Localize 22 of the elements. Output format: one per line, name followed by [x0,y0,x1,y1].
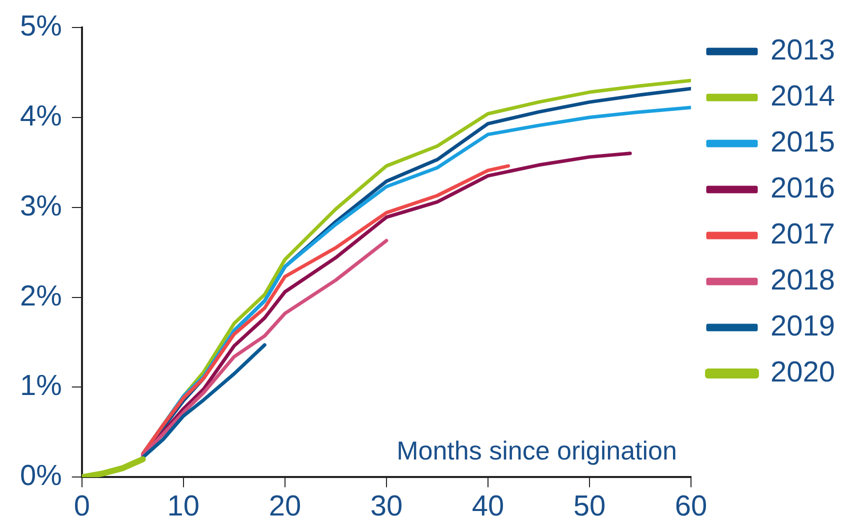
y-tick-label: 3% [20,190,62,222]
x-tick-label: 30 [370,490,403,523]
x-tick-label: 0 [74,490,90,523]
y-tick-label: 1% [20,370,62,402]
legend-label: 2018 [770,264,835,296]
x-tick-label: 20 [268,490,302,523]
legend-label: 2014 [770,80,835,112]
legend-label: 2013 [770,34,835,66]
y-tick-label: 2% [20,280,62,312]
x-axis-title: Months since origination [396,435,677,466]
x-tick-label: 40 [472,490,504,523]
y-tick-label: 0% [20,460,62,492]
legend-label: 2017 [770,218,835,250]
y-tick-label: 4% [20,100,62,132]
x-tick-label: 50 [573,490,606,523]
legend-label: 2016 [770,172,835,204]
legend-label: 2020 [770,356,835,388]
x-tick-label: 60 [674,490,708,523]
legend-label: 2019 [770,310,835,342]
legend-label: 2015 [770,126,835,158]
y-tick-label: 5% [20,10,62,42]
x-tick-label: 10 [167,490,200,523]
